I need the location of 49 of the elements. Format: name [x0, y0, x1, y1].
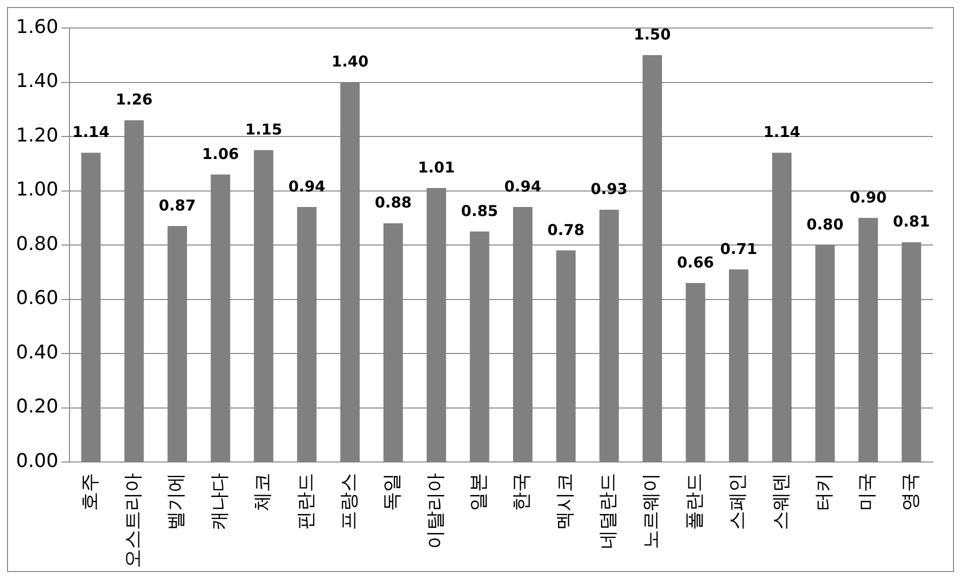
x-tick-label: 독일: [381, 473, 404, 511]
x-tick-label: 영국: [899, 473, 922, 511]
data-label: 1.26: [116, 90, 153, 109]
x-tick-label: 오스트리아: [122, 473, 144, 568]
y-tick-label: 0.60: [16, 287, 58, 310]
data-label: 0.80: [806, 215, 844, 234]
data-label: 0.66: [676, 253, 714, 272]
y-tick-label: 0.00: [16, 450, 58, 472]
x-tick-label: 노르웨이: [640, 473, 662, 549]
x-tick-label: 멕시코: [554, 473, 576, 530]
x-tick-label: 프랑스: [338, 473, 360, 530]
data-label: 0.78: [547, 220, 584, 239]
data-label: 1.01: [418, 158, 455, 176]
data-label: 0.90: [850, 188, 887, 206]
x-tick-label: 스페인: [726, 473, 749, 530]
x-tick-label: 벨기에: [165, 473, 188, 530]
y-tick-label: 1.00: [16, 178, 58, 201]
x-tick-label: 스웨덴: [770, 473, 792, 530]
y-tick-label: 1.40: [16, 70, 58, 92]
data-label: 1.50: [634, 26, 671, 44]
y-tick-label: 0.80: [16, 232, 58, 255]
data-label: 0.94: [288, 177, 326, 196]
data-label: 0.87: [158, 196, 196, 214]
data-label: 0.71: [720, 240, 758, 258]
x-tick-label: 한국: [510, 473, 533, 511]
data-label: 1.15: [245, 120, 282, 138]
data-label: 0.81: [892, 212, 930, 231]
x-tick-label: 핀란드: [294, 473, 317, 530]
data-label: 0.94: [504, 177, 542, 196]
x-tick-label: 폴란드: [683, 473, 706, 530]
x-tick-label: 미국: [856, 473, 878, 511]
y-tick-label: 1.20: [16, 124, 58, 146]
x-tick-label: 네덜란드: [597, 473, 620, 549]
y-tick-label: 0.20: [16, 396, 58, 418]
data-label: 0.93: [590, 180, 628, 198]
x-tick-label: 이탈리아: [424, 473, 446, 549]
data-label: 1.06: [202, 144, 239, 163]
data-label: 1.40: [332, 52, 369, 71]
data-label: 1.14: [763, 123, 800, 142]
x-tick-label: 체코: [252, 473, 274, 511]
x-tick-label: 일본: [467, 473, 490, 511]
x-tick-label: 터키: [812, 473, 835, 511]
x-tick-label: 호주: [78, 473, 101, 511]
data-label: 1.14: [72, 123, 110, 142]
data-label: 0.85: [461, 202, 498, 220]
x-tick-label: 캐나다: [208, 473, 230, 530]
data-label: 0.88: [374, 194, 412, 212]
y-tick-label: 0.40: [16, 341, 58, 364]
y-tick-label: 1.60: [16, 16, 58, 38]
